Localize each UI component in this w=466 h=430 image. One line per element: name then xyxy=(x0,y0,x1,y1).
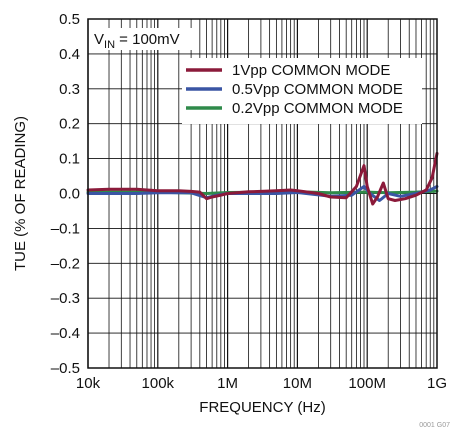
y-tick-label: –0.2 xyxy=(51,255,80,272)
figure-code: 0001 G07 xyxy=(419,422,450,429)
legend-label: 0.5Vpp COMMON MODE xyxy=(232,81,403,98)
y-tick-label: 0.0 xyxy=(59,186,80,203)
annotation-prefix: V xyxy=(94,31,104,48)
x-tick-label: 1G xyxy=(427,375,447,392)
y-tick-label: –0.1 xyxy=(51,220,80,237)
y-tick-label: 0.4 xyxy=(59,46,80,63)
annotation-background xyxy=(90,28,196,50)
x-tick-label: 100k xyxy=(142,375,175,392)
annotation-subscript: IN xyxy=(104,39,115,51)
y-tick-label: 0.1 xyxy=(59,151,80,168)
x-tick-label: 100M xyxy=(348,375,386,392)
legend-label: 0.2Vpp COMMON MODE xyxy=(232,100,403,117)
y-tick-label: 0.2 xyxy=(59,116,80,133)
y-tick-label: 0.5 xyxy=(59,11,80,28)
y-tick-label: –0.4 xyxy=(51,325,80,342)
x-tick-label: 1M xyxy=(217,375,238,392)
annotation-suffix: = 100mV xyxy=(115,31,180,48)
y-tick-label: –0.3 xyxy=(51,290,80,307)
series-lines xyxy=(86,151,439,206)
x-axis-title: FREQUENCY (Hz) xyxy=(199,399,325,416)
y-tick-labels: 0.5 0.4 0.3 0.2 0.1 0.0 –0.1 –0.2 –0.3 –0.4 –0.5 xyxy=(51,11,80,377)
plot-frame xyxy=(87,18,438,369)
series-line xyxy=(86,151,439,206)
x-tick-label: 10k xyxy=(76,375,101,392)
x-tick-label: 10M xyxy=(283,375,312,392)
legend-label: 1Vpp COMMON MODE xyxy=(232,62,390,79)
y-axis-title: TUE (% OF READING) xyxy=(12,116,29,271)
legend: 1Vpp COMMON MODE 0.5Vpp COMMON MODE 0.2Vpp… xyxy=(186,62,403,117)
input-voltage-annotation: VIN = 100mV xyxy=(94,31,180,51)
y-tick-label: 0.3 xyxy=(59,81,80,98)
x-tick-labels: 10k 100k 1M 10M 100M 1G xyxy=(76,375,447,392)
y-tick-label: –0.5 xyxy=(51,360,80,377)
